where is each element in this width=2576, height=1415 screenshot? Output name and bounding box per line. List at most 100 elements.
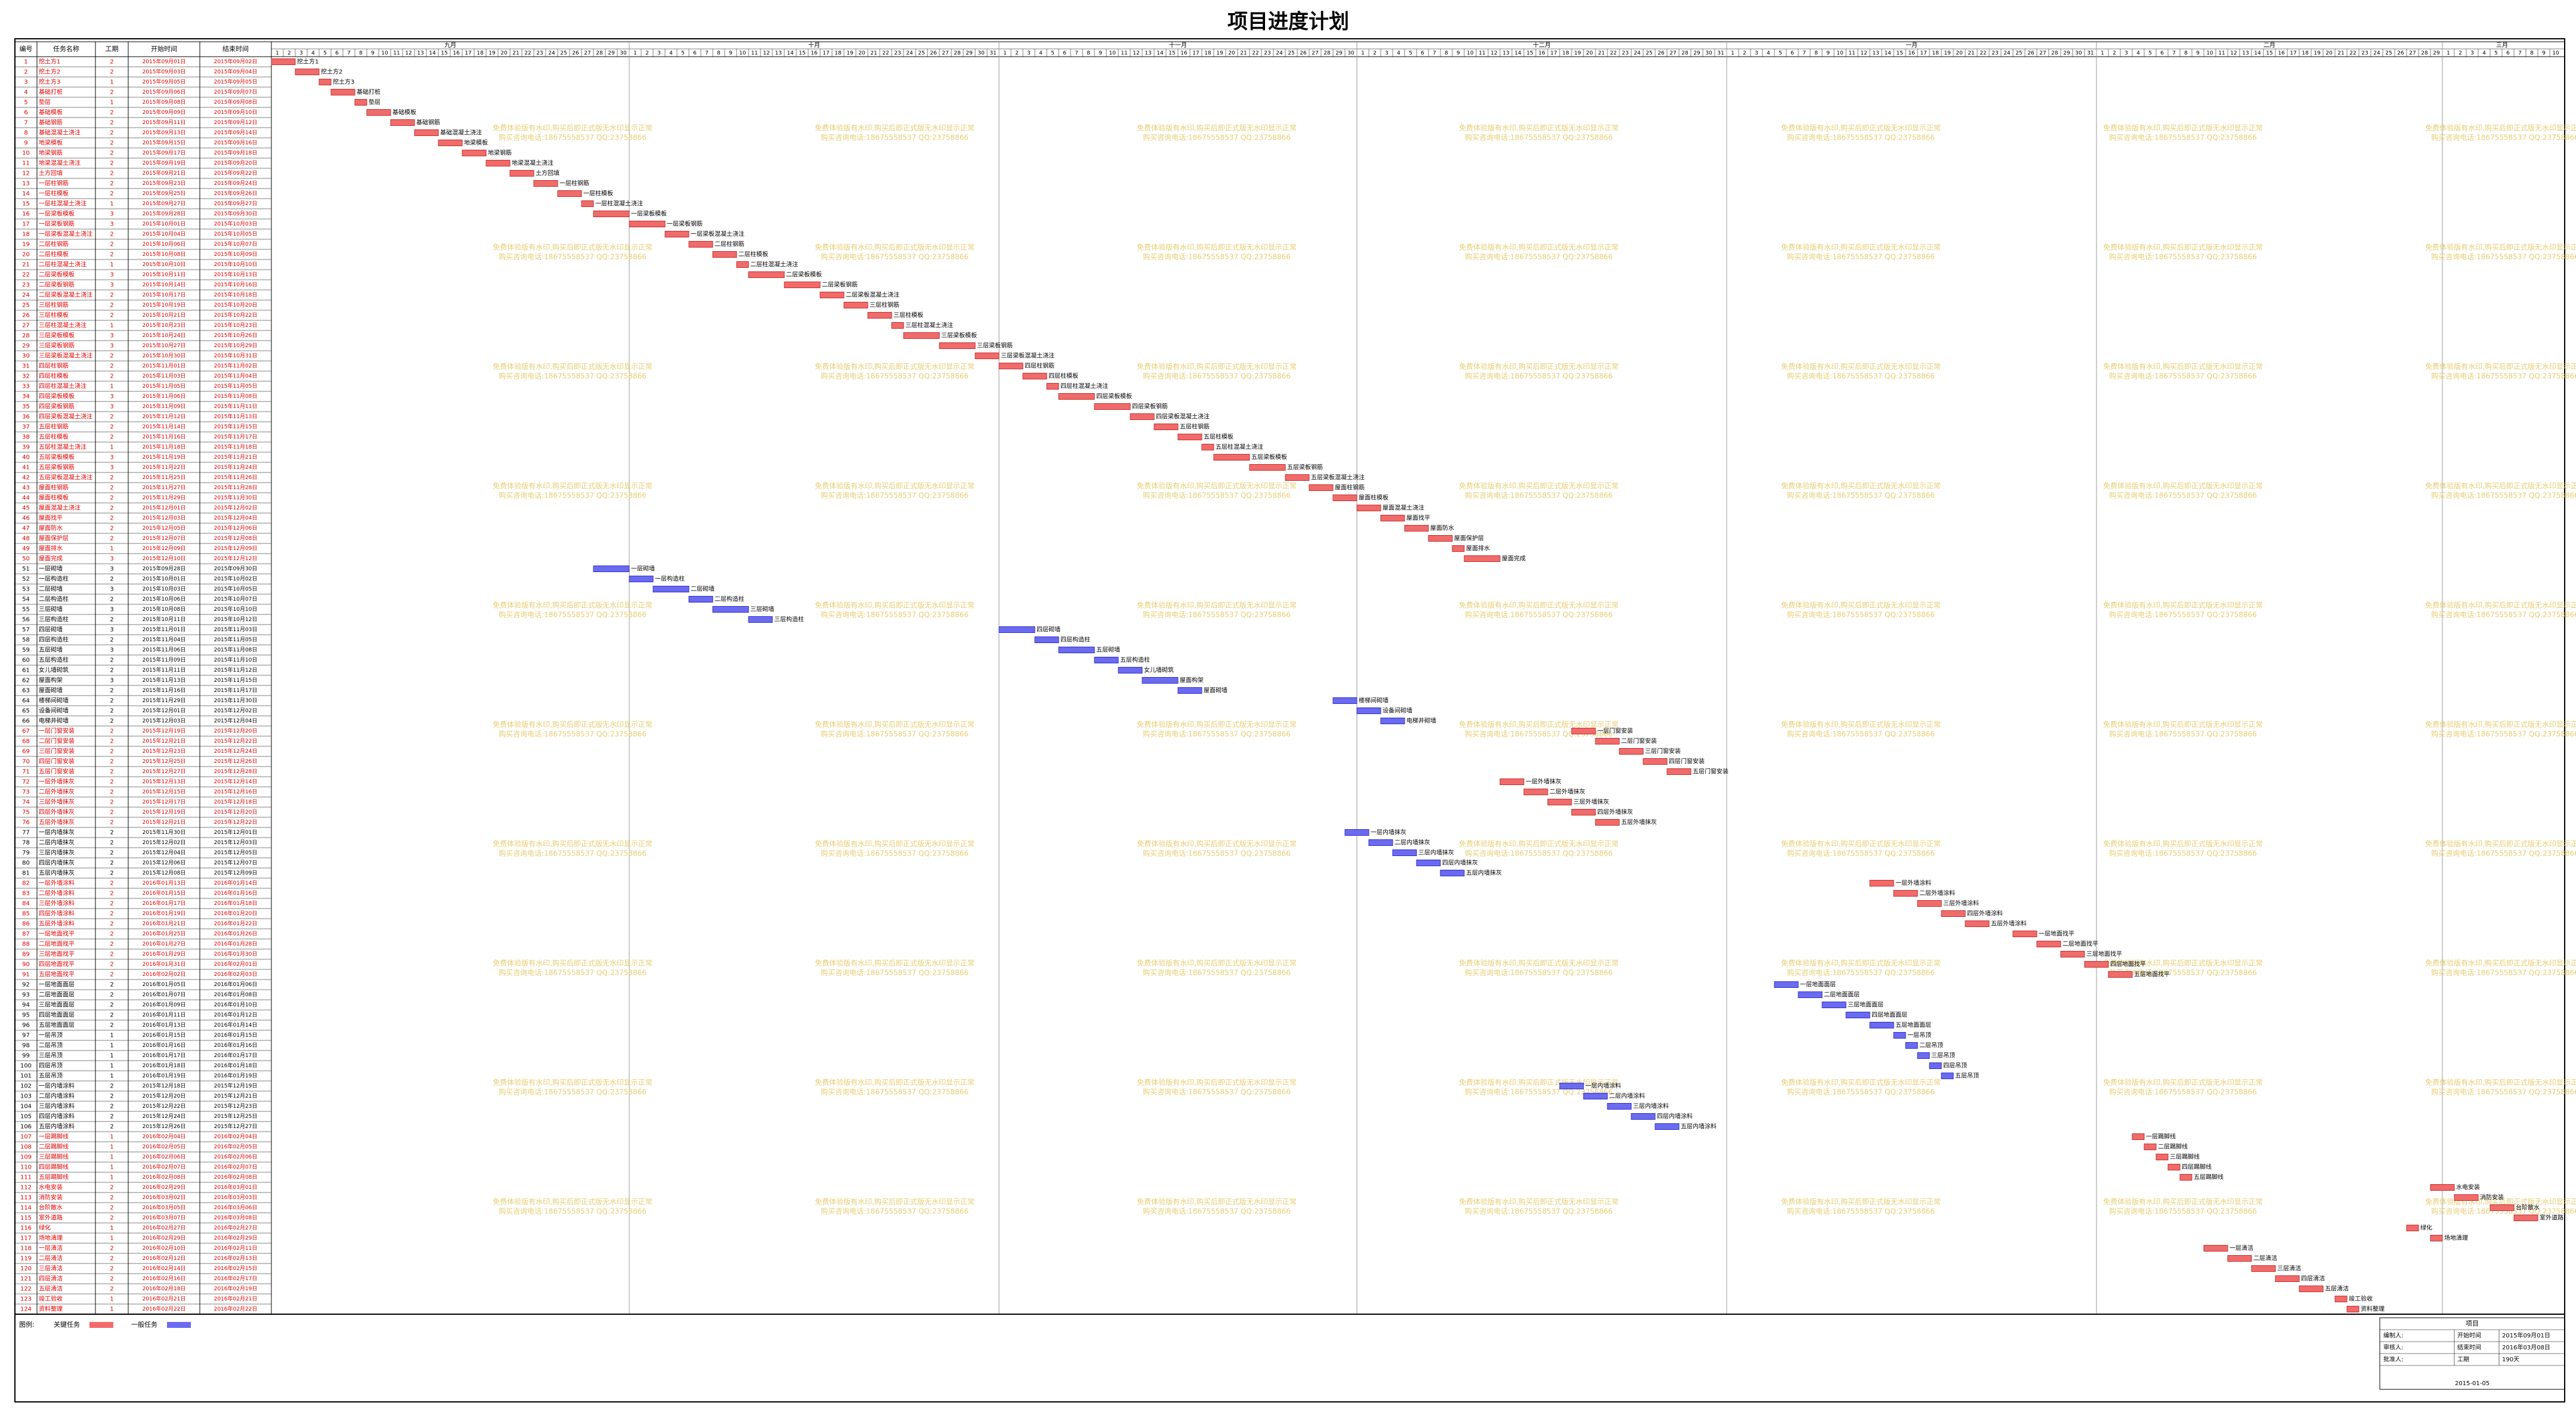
- bar-label: 挖土方3: [333, 78, 354, 86]
- table-cell: 122: [20, 1286, 32, 1293]
- watermark: 购买咨询电话:18675558537 QQ:23758866: [2109, 491, 2257, 500]
- table-cell: 111: [20, 1175, 32, 1181]
- table-cell: 2015年09月05日: [143, 78, 186, 85]
- day-label: 10: [2552, 51, 2559, 57]
- table-cell: 2015年12月24日: [214, 747, 258, 755]
- table-cell: 屋面混凝土浇注: [39, 504, 81, 512]
- bar-label: 一层柱模板: [583, 190, 613, 197]
- table-cell: 四层柱混凝土浇注: [39, 382, 86, 390]
- table-cell: 2015年11月05日: [143, 382, 186, 390]
- table-cell: 2015年10月10日: [214, 605, 258, 613]
- table-cell: 2: [110, 668, 113, 674]
- table-cell: 四层踢脚线: [39, 1163, 69, 1171]
- watermark: 免费体验版有水印,购买后即正式版无水印显示正常: [2103, 839, 2263, 848]
- bar-label: 二层清洁: [2253, 1255, 2277, 1262]
- table-cell: 四层梁板混凝土浇注: [39, 413, 92, 421]
- table-cell: 2: [110, 1093, 113, 1100]
- table-cell: 挖土方3: [39, 78, 60, 86]
- bar-label: 四层外墙涂料: [1967, 910, 2003, 917]
- table-cell: 2015年10月24日: [143, 332, 186, 339]
- table-cell: 2015年12月01日: [143, 707, 186, 714]
- table-cell: 1: [24, 59, 27, 66]
- day-label: 29: [608, 51, 615, 57]
- task-bar: [593, 211, 630, 217]
- watermark: 购买咨询电话:18675558537 QQ:23758866: [821, 610, 969, 619]
- table-cell: 2015年12月02日: [143, 839, 186, 846]
- table-cell: 竣工验收: [39, 1295, 63, 1303]
- task-bar: [1058, 647, 1095, 653]
- table-cell: 2015年10月12日: [214, 616, 258, 623]
- watermark: 免费体验版有水印,购买后即正式版无水印显示正常: [1781, 123, 1941, 132]
- day-label: 28: [954, 51, 961, 57]
- table-cell: 三层门窗安装: [39, 747, 75, 755]
- table-cell: 2: [110, 718, 113, 725]
- day-label: 14: [429, 51, 436, 57]
- task-bar: [1917, 900, 1942, 907]
- task-bar: [1583, 1093, 1608, 1099]
- table-cell: 2016年03月02日: [143, 1194, 186, 1201]
- task-bar: [1822, 1002, 1847, 1008]
- task-bar: [271, 58, 296, 65]
- day-label: 14: [2254, 51, 2261, 57]
- table-cell: 2016年02月16日: [143, 1275, 186, 1282]
- table-cell: 2015年09月25日: [143, 190, 186, 197]
- table-cell: 2: [110, 901, 113, 907]
- table-cell: 107: [20, 1134, 32, 1141]
- info-cell: 工期: [2457, 1356, 2469, 1363]
- table-cell: 一层构造柱: [39, 575, 69, 583]
- table-cell: 1: [110, 1154, 113, 1161]
- table-cell: 2: [110, 921, 113, 928]
- table-cell: 2: [110, 160, 113, 167]
- watermark: 免费体验版有水印,购买后即正式版无水印显示正常: [1781, 481, 1941, 490]
- day-label: 30: [978, 51, 985, 57]
- table-cell: 113: [20, 1195, 32, 1201]
- watermark: 免费体验版有水印,购买后即正式版无水印显示正常: [2103, 720, 2263, 729]
- day-label: 2: [1373, 51, 1377, 57]
- table-cell: 2016年01月15日: [143, 889, 186, 897]
- table-cell: 2016年03月01日: [214, 1184, 258, 1191]
- table-cell: 2015年10月14日: [143, 281, 186, 288]
- table-cell: 三层内墙涂料: [39, 1102, 75, 1110]
- table-cell: 五层梁板混凝土浇注: [39, 474, 92, 481]
- table-cell: 32: [22, 373, 30, 380]
- day-label: 29: [1693, 51, 1700, 57]
- day-label: 2: [645, 51, 649, 57]
- bar-label: 屋面排水: [1466, 545, 1490, 552]
- table-cell: 2: [110, 414, 113, 421]
- table-cell: 2016年01月21日: [143, 920, 186, 927]
- table-cell: 22: [22, 272, 30, 279]
- table-cell: 2: [110, 1205, 113, 1212]
- bar-label: 五层砌墙: [1096, 646, 1120, 654]
- table-cell: 1: [110, 262, 113, 268]
- task-bar: [1380, 718, 1405, 724]
- table-cell: 2015年09月27日: [143, 200, 186, 207]
- table-cell: 23: [22, 282, 30, 289]
- watermark: 免费体验版有水印,购买后即正式版无水印显示正常: [2103, 362, 2263, 371]
- table-cell: 五层内墙抹灰: [39, 869, 75, 877]
- table-cell: 15: [22, 201, 30, 208]
- table-cell: 101: [20, 1073, 32, 1080]
- legend-swatch: [89, 1322, 113, 1328]
- task-bar: [2060, 951, 2085, 957]
- day-label: 28: [2421, 51, 2428, 57]
- table-cell: 2015年10月22日: [214, 311, 258, 319]
- task-bar: [1666, 768, 1691, 775]
- table-cell: 2: [110, 1012, 113, 1019]
- column-header: 任务名称: [53, 45, 79, 53]
- table-cell: 2015年12月06日: [214, 524, 258, 532]
- bar-label: 三层构造柱: [774, 616, 804, 623]
- table-cell: 43: [22, 485, 30, 492]
- table-cell: 44: [22, 495, 30, 502]
- task-bar: [1869, 880, 1894, 886]
- watermark: 购买咨询电话:18675558537 QQ:23758866: [2109, 133, 2257, 142]
- bar-label: 二层砌墙: [691, 585, 715, 593]
- bar-label: 垫层: [369, 98, 381, 106]
- table-cell: 2: [110, 769, 113, 776]
- day-label: 5: [1051, 51, 1054, 57]
- bar-label: 四层柱钢筋: [1025, 362, 1054, 370]
- table-cell: 103: [20, 1093, 32, 1100]
- day-label: 19: [488, 51, 496, 57]
- table-cell: 2015年12月15日: [143, 788, 186, 795]
- table-cell: 2: [110, 1083, 113, 1090]
- table-cell: 屋面找平: [39, 514, 63, 522]
